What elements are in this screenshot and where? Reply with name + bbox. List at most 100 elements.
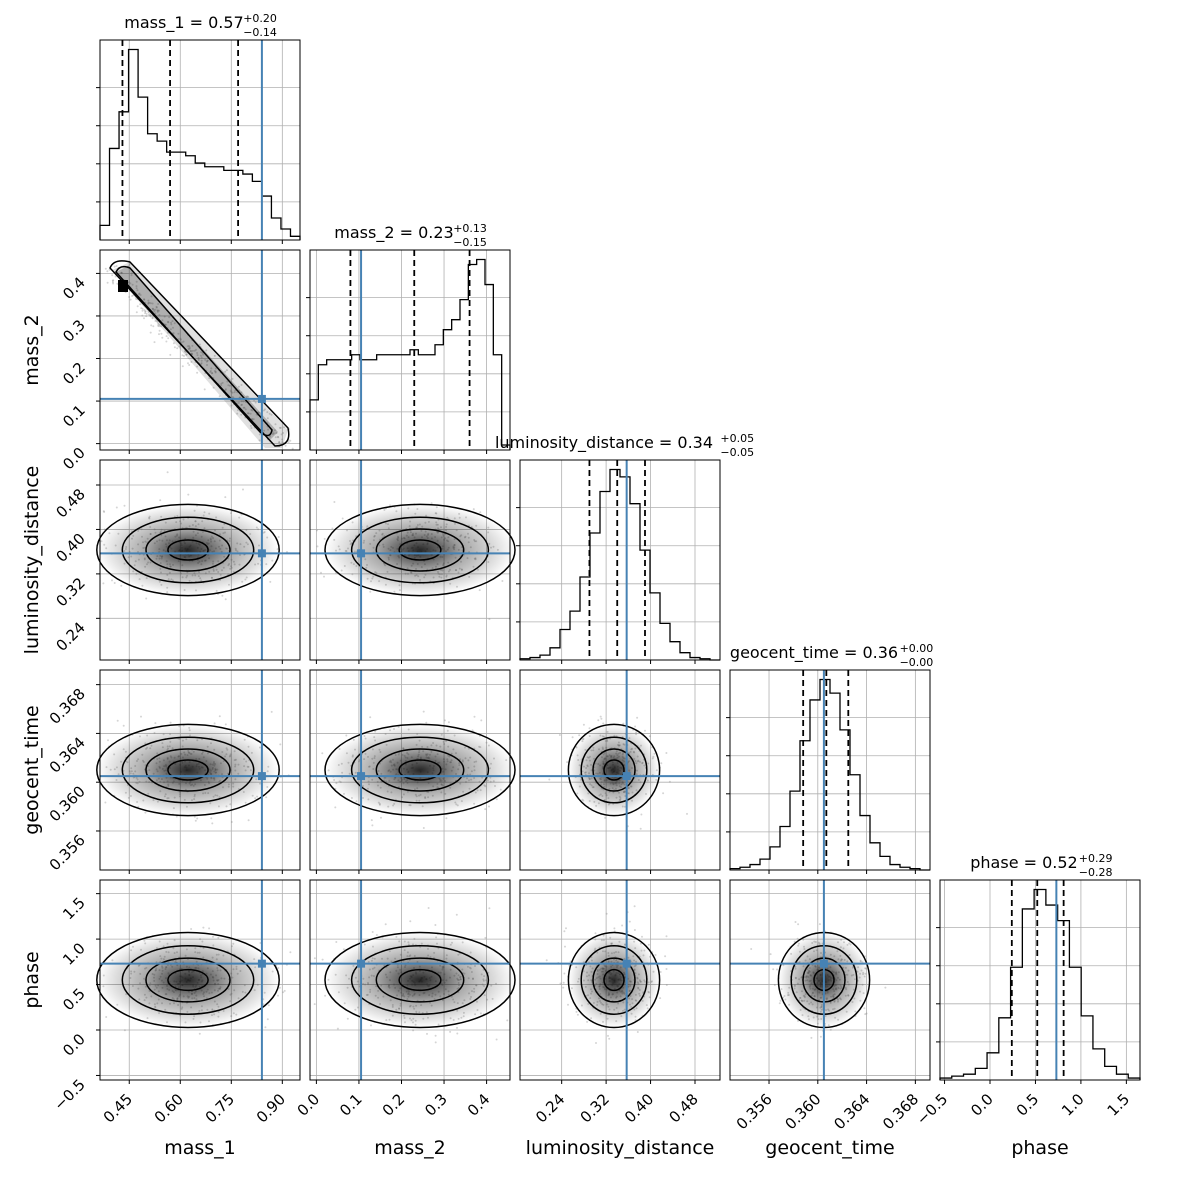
scatter-point <box>281 438 284 441</box>
scatter-point <box>111 579 113 582</box>
scatter-point <box>111 274 114 277</box>
scatter-point <box>141 314 144 317</box>
scatter-point <box>484 936 487 939</box>
scatter-point <box>240 404 243 406</box>
scatter-point <box>384 923 387 926</box>
scatter-point <box>563 930 566 933</box>
title-text: luminosity_distance = 0.34 <box>495 433 713 453</box>
scatter-point <box>633 905 636 908</box>
scatter-point <box>571 736 574 739</box>
scatter-point <box>284 444 287 447</box>
scatter-point <box>443 719 446 722</box>
scatter-point <box>213 370 216 372</box>
scatter-point <box>268 412 271 415</box>
scatter-point <box>797 923 800 926</box>
panel-frame <box>99 39 301 241</box>
scatter-point <box>190 928 193 930</box>
contour-level-4 <box>167 968 209 992</box>
contour-level-3 <box>145 957 231 1003</box>
scatter-point <box>140 307 143 310</box>
scatter-point <box>167 337 170 340</box>
y-tick-label: 0.1 <box>59 401 89 431</box>
scatter-point <box>224 723 227 726</box>
scatter-point <box>267 428 270 431</box>
scatter-point <box>545 959 548 962</box>
scatter-point <box>172 326 174 329</box>
panel-frame <box>939 879 1141 1081</box>
scatter-point <box>136 305 139 308</box>
panel-mass_1-vs-phase: −0.5 0.0 0.5 1.0 1.5 phase 0.45 0.60 0.75 0.90 mas… <box>21 879 301 1159</box>
x-tick-label: 0.0 <box>294 1090 324 1120</box>
x-tick-label: 0.3 <box>421 1090 451 1120</box>
scatter-point <box>264 408 266 411</box>
scatter-point <box>129 282 132 285</box>
scatter-point <box>196 354 199 357</box>
scatter-point <box>251 409 254 412</box>
panel-frame <box>99 669 301 871</box>
scatter-point <box>179 337 182 340</box>
scatter-point <box>187 493 190 496</box>
scatter-point <box>158 314 161 316</box>
scatter-point <box>427 907 430 909</box>
scatter-point <box>449 1030 452 1033</box>
scatter-point <box>567 1003 569 1006</box>
scatter-point <box>270 710 273 713</box>
scatter-point <box>141 307 144 310</box>
scatter-point <box>157 324 160 327</box>
scatter-point <box>289 951 292 954</box>
scatter-point <box>250 408 253 411</box>
scatter-point <box>208 927 211 930</box>
scatter-point <box>211 372 214 375</box>
scatter-point <box>123 1029 126 1032</box>
scatter-point <box>247 396 250 399</box>
scatter-point <box>275 432 278 435</box>
truth-marker <box>357 549 366 558</box>
scatter-point <box>793 940 796 943</box>
scatter-point <box>158 325 161 328</box>
x-axis-label: mass_2 <box>374 1137 446 1159</box>
scatter-point <box>242 400 245 403</box>
scatter-point <box>149 302 152 305</box>
scatter-point <box>147 313 150 316</box>
scatter-point <box>371 824 374 827</box>
title-sup: +0.29 <box>1079 852 1113 865</box>
scatter-point <box>201 352 204 355</box>
panel-frame <box>519 669 721 871</box>
scatter-point <box>644 729 646 732</box>
scatter-point <box>258 433 261 436</box>
scatter-point <box>797 1019 799 1022</box>
scatter-point <box>336 1027 339 1030</box>
x-tick-label: 0.75 <box>202 1090 238 1126</box>
scatter-point <box>143 309 146 311</box>
scatter-point <box>582 723 585 726</box>
x-tick-label: −0.5 <box>913 1090 951 1128</box>
y-tick-label: 0.32 <box>52 574 88 610</box>
density-fill <box>116 266 278 440</box>
scatter-point <box>204 358 207 361</box>
scatter-point <box>634 725 637 728</box>
scatter-point <box>120 271 123 274</box>
scatter-point <box>138 293 140 296</box>
scatter-point <box>289 439 292 442</box>
scatter-point <box>128 263 131 266</box>
panel-frame <box>729 879 931 1081</box>
scatter-point <box>664 955 667 958</box>
scatter-point <box>231 396 234 398</box>
y-axis-label: mass_2 <box>21 314 43 386</box>
scatter-point <box>158 323 161 326</box>
scatter-point <box>153 341 156 344</box>
scatter-point <box>488 805 490 808</box>
y-tick-label: 0.360 <box>46 782 89 825</box>
scatter-point <box>128 296 131 298</box>
scatter-point <box>253 399 256 402</box>
scatter-point <box>662 792 665 795</box>
y-tick-label: 0.2 <box>59 359 89 389</box>
scatter-point <box>282 991 285 994</box>
scatter-point <box>135 311 138 314</box>
scatter-point <box>145 597 148 600</box>
panel-title: mass_2 = 0.23 +0.13−0.15 <box>334 222 487 249</box>
scatter-point <box>277 536 280 538</box>
scatter-point <box>158 333 160 336</box>
scatter-point <box>247 412 250 415</box>
scatter-point <box>321 752 324 755</box>
